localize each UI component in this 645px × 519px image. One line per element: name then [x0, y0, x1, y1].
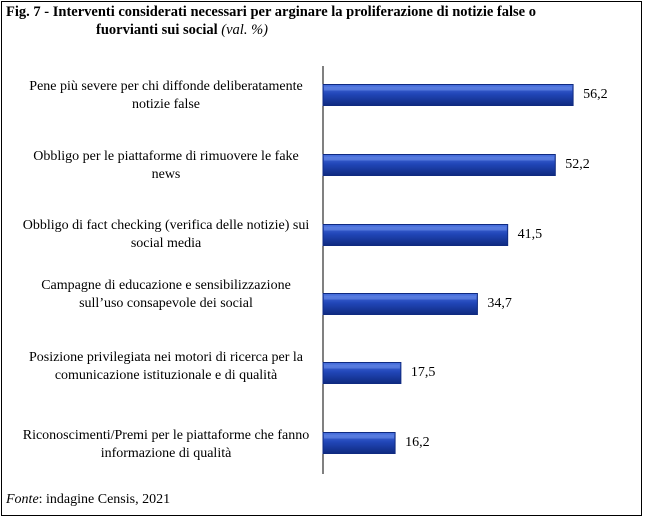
value-label-6: 16,2: [405, 435, 430, 450]
title-text-cont: fuorvianti sui social: [96, 22, 222, 38]
category-label-5: Posizione privilegiata nei motori di ric…: [28, 350, 304, 383]
bar-highlight-4: [324, 295, 477, 300]
value-label-3: 41,5: [517, 227, 543, 242]
chart-title: Fig. 7 - Interventi considerati necessar…: [6, 3, 636, 39]
category-label-1: Pene più severe per chi diffonde deliber…: [29, 79, 303, 112]
value-label-5: 17,5: [410, 365, 436, 380]
value-label-1: 56,2: [583, 87, 608, 102]
category-label-6: Riconoscimenti/Premi per le piattaforme …: [22, 428, 310, 461]
chart-subtitle: (val. %): [221, 22, 268, 38]
bar-highlight-3: [324, 226, 507, 231]
bar-highlight-6: [324, 434, 395, 439]
source-note: Fonte: indagine Censis, 2021: [6, 491, 170, 509]
category-label-3: Obbligo di fact checking (verifica delle…: [22, 218, 310, 251]
value-label-2: 52,2: [565, 157, 590, 172]
bar-highlight-5: [324, 364, 400, 369]
source-label: Fonte: [6, 492, 39, 507]
bar-highlight-1: [324, 86, 573, 91]
title-prefix: Fig. 7: [6, 4, 41, 20]
source-text: : indagine Censis, 2021: [38, 492, 171, 507]
category-label-2: Obbligo per le piattaforme di rimuovere …: [33, 149, 299, 182]
value-label-4: 34,7: [487, 296, 512, 311]
bar-highlight-2: [324, 156, 555, 161]
category-label-4: Campagne di educazione e sensibilizzazio…: [41, 278, 291, 311]
title-text: Interventi considerati necessari per arg…: [52, 4, 536, 20]
title-line-2: fuorvianti sui social (val. %): [6, 21, 636, 39]
